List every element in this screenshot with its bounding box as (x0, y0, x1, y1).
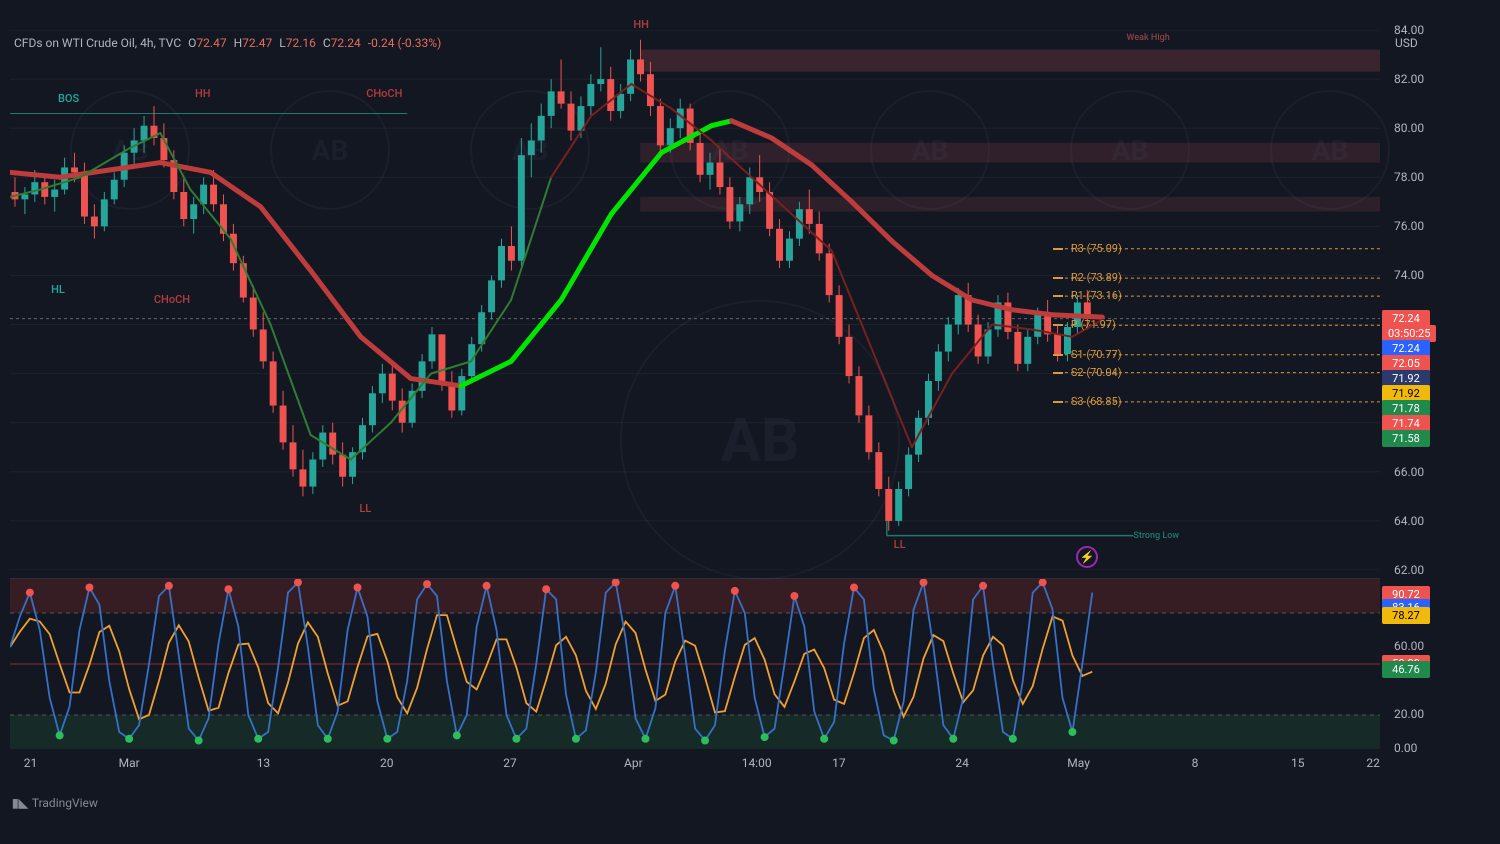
y-tick: 66.00 (1394, 465, 1424, 479)
price-y-axis: 62.0064.0066.0068.0070.0072.0074.0076.00… (1382, 30, 1496, 570)
structure-label: CHoCH (154, 293, 190, 306)
pivot-label: R1 (73.16) (1071, 289, 1122, 302)
pivot-label: R2 (73.89) (1071, 271, 1122, 284)
x-tick: 20 (380, 756, 394, 770)
oscillator-tag: 78.27 (1382, 607, 1430, 624)
pivot-label: S1 (70.77) (1071, 348, 1122, 361)
price-change: -0.24 (-0.33%) (368, 36, 441, 50)
oscillator-chart[interactable] (10, 578, 1380, 748)
x-tick: 13 (257, 756, 271, 770)
osc-y-tick: 60.00 (1394, 639, 1424, 653)
structure-label: HL (51, 283, 65, 296)
osc-y-tick: 20.00 (1394, 707, 1424, 721)
x-tick: 15 (1291, 756, 1305, 770)
x-tick: 27 (503, 756, 517, 770)
y-tick: 84.00 (1394, 23, 1424, 37)
structure-label: Strong Low (1133, 531, 1179, 541)
y-tick: 62.00 (1394, 563, 1424, 577)
osc-y-tick: 0.00 (1394, 741, 1417, 755)
y-tick: 74.00 (1394, 268, 1424, 282)
structure-label: HH (195, 87, 211, 100)
x-tick: Apr (624, 756, 643, 770)
symbol-header: CFDs on WTI Crude Oil, 4h, TVC O72.47 H7… (14, 36, 441, 50)
y-tick: 64.00 (1394, 514, 1424, 528)
x-tick: 14:00 (742, 756, 772, 770)
oscillator-tag: 46.76 (1382, 661, 1430, 678)
x-tick: 22 (1366, 756, 1380, 770)
lightning-icon[interactable]: ⚡ (1076, 546, 1098, 568)
structure-label: LL (359, 502, 371, 515)
structure-label: HH (633, 18, 649, 31)
structure-label: BOS (58, 92, 79, 105)
structure-label: Weak High (1127, 33, 1170, 43)
tv-glyph-icon: ▮◣ (12, 796, 28, 810)
pivot-label: P (71.97) (1071, 318, 1116, 331)
tradingview-logo: ▮◣ TradingView (12, 796, 98, 810)
x-tick: May (1067, 756, 1090, 770)
pivot-label: S2 (70.04) (1071, 366, 1122, 379)
y-tick: 78.00 (1394, 170, 1424, 184)
pivot-label: R3 (75.09) (1071, 242, 1122, 255)
x-tick: 8 (1192, 756, 1199, 770)
x-tick: 24 (955, 756, 969, 770)
x-tick: 17 (832, 756, 846, 770)
time-x-axis: 21 Mar 13 20 27 Apr 14:00 17 24 May 8 15 22 (10, 756, 1380, 786)
x-tick: Mar (119, 756, 140, 770)
x-tick: 21 (24, 756, 38, 770)
y-tick: 82.00 (1394, 72, 1424, 86)
structure-label: CHoCH (366, 87, 402, 100)
y-tick: 76.00 (1394, 219, 1424, 233)
price-chart[interactable] (10, 30, 1380, 570)
y-tick: 80.00 (1394, 121, 1424, 135)
structure-label: LL (894, 538, 906, 551)
pivot-label: S3 (68.85) (1071, 395, 1122, 408)
price-tag: 71.58 (1382, 430, 1430, 447)
symbol-name: CFDs on WTI Crude Oil, 4h, TVC (14, 36, 181, 50)
